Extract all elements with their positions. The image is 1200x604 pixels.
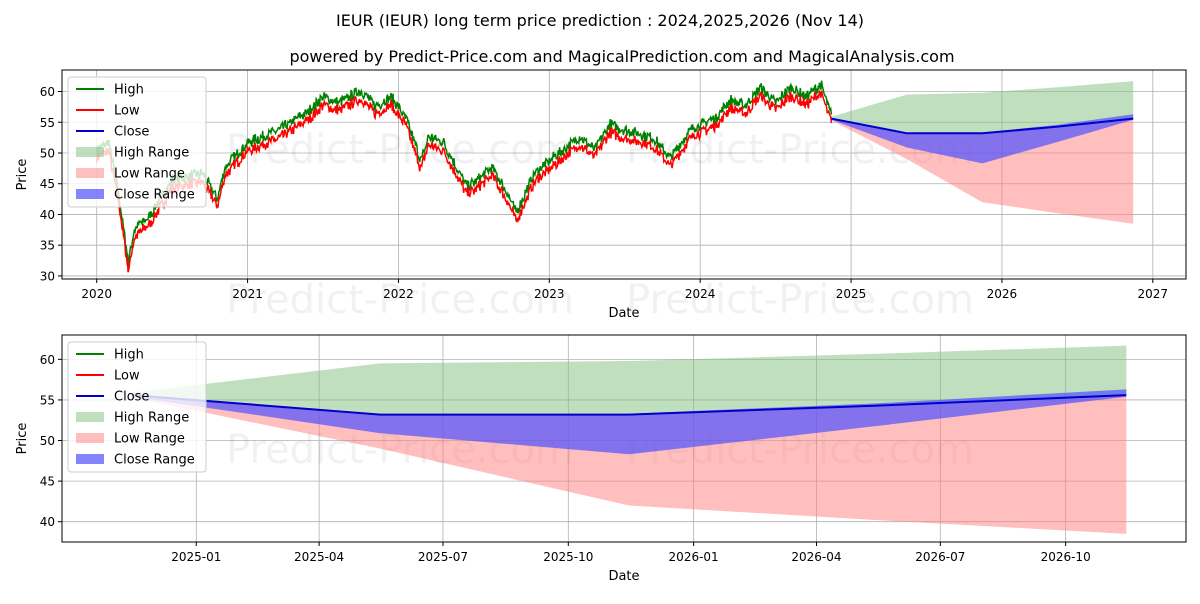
- y-tick-label: 40: [40, 208, 55, 222]
- chart-title: IEUR (IEUR) long term price prediction :…: [336, 11, 864, 30]
- legend-patch-swatch: [76, 433, 104, 443]
- y-tick-label: 60: [40, 353, 55, 367]
- legend-label: High Range: [114, 146, 189, 161]
- y-tick-label: 40: [40, 515, 55, 529]
- legend-label: Close Range: [114, 188, 195, 203]
- x-tick-label: 2026-07: [915, 550, 965, 564]
- top-plot: Predict-Price.com Predict-Price.com Predic…: [15, 69, 1187, 323]
- plot-area: [131, 345, 1127, 534]
- chart-subtitle: powered by Predict-Price.com and Magical…: [289, 47, 954, 66]
- x-tick-label: 2025-10: [543, 550, 593, 564]
- x-axis-label: Date: [608, 569, 639, 584]
- y-tick-label: 30: [40, 269, 55, 283]
- legend-patch-swatch: [76, 412, 104, 422]
- x-tick-label: 2025: [836, 287, 867, 301]
- y-tick-label: 45: [40, 177, 55, 191]
- legend-label: Low Range: [114, 167, 185, 182]
- legend-label: Low: [114, 104, 140, 119]
- y-tick-label: 55: [40, 393, 55, 407]
- y-axis-label: Price: [15, 423, 30, 455]
- close-forecast-line: [131, 394, 1127, 416]
- x-tick-label: 2021: [232, 287, 263, 301]
- x-tick-label: 2026-10: [1041, 550, 1091, 564]
- legend-patch-swatch: [76, 189, 104, 199]
- x-tick-label: 2023: [534, 287, 565, 301]
- legend-label: High: [114, 83, 144, 98]
- y-tick-label: 50: [40, 434, 55, 448]
- x-tick-label: 2025-07: [418, 550, 468, 564]
- y-tick-label: 55: [40, 116, 55, 130]
- legend-label: High Range: [114, 411, 189, 426]
- bottom-plot: Predict-Price.comPredict-Price.com2025-0…: [15, 334, 1187, 584]
- legend-label: High: [114, 348, 144, 363]
- legend-patch-swatch: [76, 168, 104, 178]
- x-tick-label: 2026-01: [669, 550, 719, 564]
- y-tick-label: 50: [40, 146, 55, 160]
- high-price-line: [95, 80, 833, 266]
- legend-label: Low Range: [114, 432, 185, 447]
- legend-patch-swatch: [76, 454, 104, 464]
- x-tick-label: 2027: [1138, 287, 1169, 301]
- y-axis-label: Price: [15, 159, 30, 191]
- plot-frame: [61, 69, 1187, 280]
- x-tick-label: 2026: [987, 287, 1018, 301]
- plot-frame: [61, 334, 1187, 543]
- x-tick-label: 2025-01: [171, 550, 221, 564]
- legend-label: Low: [114, 369, 140, 384]
- plot-area: [95, 80, 1134, 273]
- x-axis-label: Date: [608, 306, 639, 321]
- x-tick-label: 2026-04: [791, 550, 841, 564]
- watermark-text: Predict-Price.com: [226, 277, 574, 323]
- high-range-band: [831, 81, 1134, 134]
- x-tick-label: 2024: [685, 287, 716, 301]
- x-tick-label: 2020: [81, 287, 112, 301]
- y-tick-label: 35: [40, 239, 55, 253]
- legend-label: Close: [114, 125, 149, 140]
- legend-patch-swatch: [76, 147, 104, 157]
- high-range-band: [131, 345, 1127, 415]
- x-tick-label: 2022: [383, 287, 414, 301]
- y-tick-label: 45: [40, 475, 55, 489]
- close-forecast-line: [831, 117, 1134, 135]
- legend-label: Close Range: [114, 453, 195, 468]
- watermark-text: Predict-Price.com: [626, 277, 974, 323]
- low-price-line: [95, 89, 833, 273]
- y-tick-label: 60: [40, 85, 55, 99]
- legend-label: Close: [114, 390, 149, 405]
- x-tick-label: 2025-04: [294, 550, 344, 564]
- watermark-text: Predict-Price.com: [226, 127, 574, 173]
